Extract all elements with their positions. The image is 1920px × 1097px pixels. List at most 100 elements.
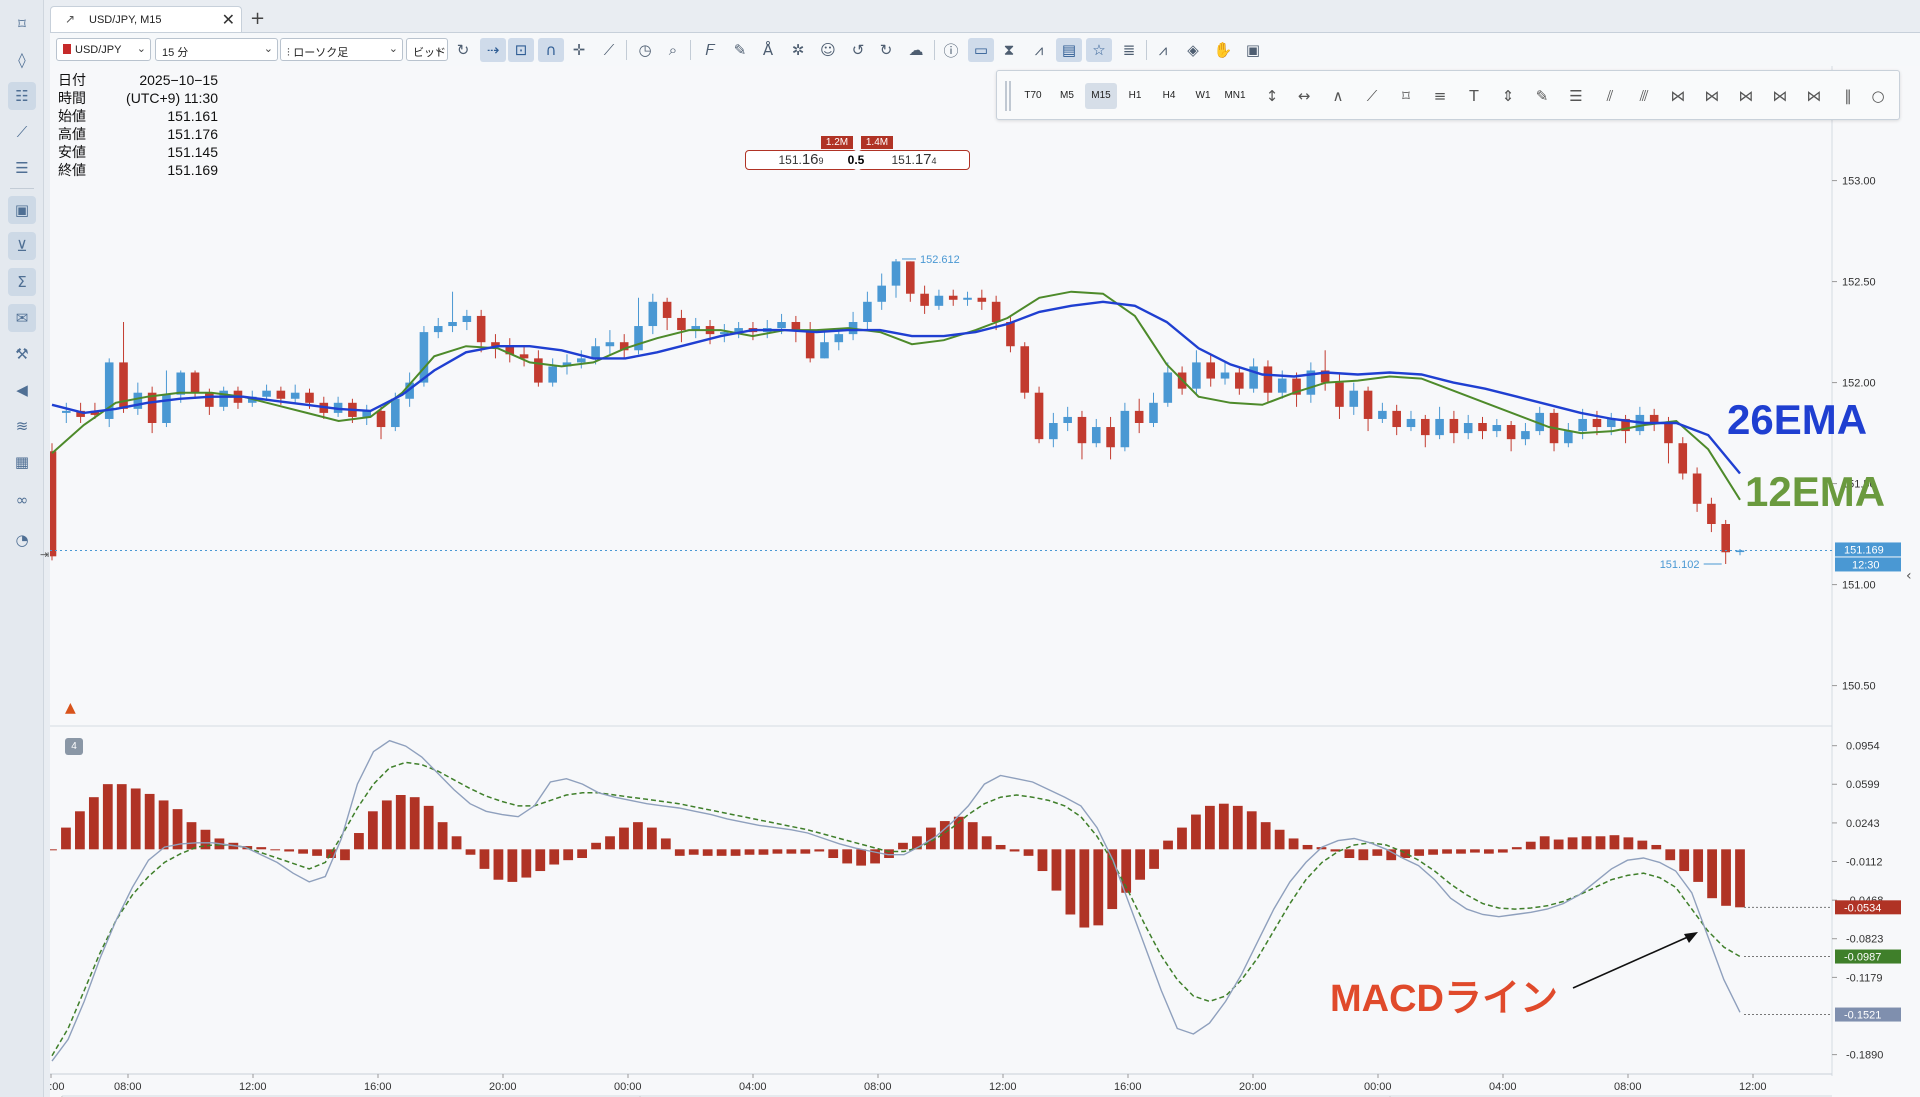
cloud-delete-icon[interactable]: ☁ (908, 41, 924, 59)
chart-area[interactable]: 153.00 152.50 152.00 151.50 151.00 150.50 151.… (50, 66, 1920, 1097)
candle-body (906, 261, 915, 294)
star-icon[interactable]: ☆ (1086, 38, 1112, 62)
vertical-fit-icon[interactable]: ⇕ (1501, 87, 1515, 105)
liquidity-icon[interactable]: ◊ (18, 51, 26, 69)
compass-icon[interactable]: Å (762, 41, 774, 59)
macd-histogram-bar (326, 849, 336, 859)
time-tick-label: 12:00 (239, 1081, 267, 1093)
undo-icon[interactable]: ↺ (851, 41, 865, 59)
lock-icon[interactable]: ⊡ (508, 38, 534, 62)
face-icon[interactable]: ☺ (820, 41, 836, 59)
save-icon[interactable]: ▣ (1245, 41, 1261, 59)
timeframe-mn1[interactable]: MN1 (1224, 90, 1246, 101)
close-icon[interactable]: ✕ (221, 10, 235, 29)
time-tick-label: 08:00 (1614, 1081, 1642, 1093)
feed-icon[interactable]: ≋ (15, 417, 29, 435)
timeframe-t70[interactable]: T70 (1024, 90, 1042, 101)
indicator-fx-icon[interactable]: 𝐹 (705, 41, 715, 59)
ordered-list-icon[interactable]: ☰ (15, 159, 29, 177)
mail-icon[interactable]: ✉ (8, 304, 36, 332)
line-icon[interactable]: ⟋ (1366, 87, 1378, 105)
align-icon[interactable]: ≡ (1433, 87, 1447, 105)
zigzag-icon[interactable]: ⋈ (1670, 87, 1686, 105)
left-sidebar: ⌑ ◊ ☷ ⟋ ☰ ▣ ⊻ Σ ✉ ⚒ ◀ ≋ ▦ ∞ ◔ (0, 0, 44, 1097)
sidebar-divider (10, 188, 34, 189)
expand-sidebar-icon[interactable]: ⇥ (40, 548, 50, 561)
pen-icon[interactable]: ✎ (733, 41, 747, 59)
zigzag4-icon[interactable]: ⋈ (1772, 87, 1788, 105)
parallel-lines-icon[interactable]: ∥ (1844, 87, 1852, 105)
scroll-right-icon[interactable]: ⇢ (480, 38, 506, 62)
bookmark-icon[interactable]: ⌑ (18, 15, 26, 33)
timeframe-h4[interactable]: H4 (1162, 90, 1176, 101)
zigzag2-icon[interactable]: ⋈ (1704, 87, 1720, 105)
timeframe-w1[interactable]: W1 (1195, 90, 1211, 101)
candle-body (1678, 443, 1688, 474)
speaker-icon[interactable]: ◀ (16, 381, 28, 399)
timeframe-m5[interactable]: M5 (1060, 90, 1074, 101)
sell-button[interactable]: 151.169 (745, 150, 857, 170)
price-chart[interactable]: 153.00 152.50 152.00 151.50 151.00 150.50 151.… (50, 66, 1920, 1097)
warning-icon[interactable]: ▲ (65, 700, 76, 716)
text-icon[interactable]: T (1469, 87, 1479, 105)
candle-body (1521, 431, 1530, 440)
zigzag5-icon[interactable]: ⋈ (1806, 87, 1822, 105)
buy-button[interactable]: 151.174 (858, 150, 970, 170)
angle-icon[interactable]: ∧ (1332, 87, 1344, 105)
collapse-right-icon[interactable]: ‹ (1906, 568, 1912, 584)
ruler-icon[interactable]: ⟋ (603, 41, 615, 59)
price-side-select[interactable]: ビッド ⌄ (406, 38, 448, 61)
redo-icon[interactable]: ↻ (879, 41, 893, 59)
refresh-icon[interactable]: ↻ (456, 41, 470, 59)
gauge-icon[interactable]: ◔ (15, 531, 29, 549)
timeframe-h1[interactable]: H1 (1128, 90, 1142, 101)
layers-icon[interactable]: ◈ (1187, 41, 1199, 59)
zoom-icon[interactable]: ⌕ (668, 41, 678, 59)
compare-icon[interactable]: ▭ (968, 38, 994, 62)
trend-line-icon[interactable]: ⟋ (16, 123, 28, 141)
horizontal-resize-icon[interactable]: ↔ (1297, 87, 1311, 105)
pattern-icon[interactable]: ✲ (791, 41, 805, 59)
timeframe-select[interactable]: 15 分 ⌄ (155, 38, 278, 61)
hand-icon[interactable]: ✋ (1213, 41, 1233, 59)
macd-histogram-bar (856, 849, 867, 866)
macd-histogram-bar (898, 842, 908, 850)
chart-type-select[interactable]: ⫶ ローソク足 ⌄ (280, 38, 403, 61)
hourglass-icon[interactable]: ⧗ (1003, 41, 1015, 59)
pencil-icon[interactable]: ✎ (1535, 87, 1549, 105)
info-icon[interactable]: ⓘ (943, 41, 959, 60)
calendar-icon[interactable]: ▤ (1056, 38, 1082, 62)
circle-icon[interactable]: ○ (1871, 87, 1885, 105)
horizontal-lines-icon[interactable]: ☰ (1569, 87, 1583, 105)
candle-body (1306, 370, 1316, 395)
wave-icon[interactable]: ⩘ (1034, 41, 1044, 59)
low-price-label: 151.102 (1660, 559, 1700, 571)
zigzag3-icon[interactable]: ⋈ (1738, 87, 1754, 105)
macd-histogram-bar (814, 849, 825, 852)
cart-icon[interactable]: ⊻ (8, 232, 36, 260)
add-tab-button[interactable]: + (250, 8, 266, 29)
vertical-resize-icon[interactable]: ↕ (1265, 87, 1279, 105)
tab-usdjpy[interactable]: ↗ USD/JPY, M15 ✕ (50, 6, 242, 32)
link-icon[interactable]: ∞ (15, 491, 29, 509)
timeframe-m15[interactable]: M15 (1085, 83, 1117, 109)
briefcase-icon[interactable]: ▣ (8, 196, 36, 224)
channel-icon[interactable]: ⫻ (1639, 87, 1649, 105)
clock-icon[interactable]: ◷ (638, 41, 652, 59)
macd-tick-label: 0.0599 (1846, 779, 1880, 791)
drag-handle[interactable] (1005, 81, 1011, 111)
cross-line-icon[interactable]: ⫽ (1606, 87, 1614, 105)
crop-icon[interactable]: ⌑ (1402, 87, 1410, 105)
chart-line-icon[interactable]: ⩘ (1158, 41, 1168, 59)
candle-body (1134, 410, 1144, 423)
tools-icon[interactable]: ⚒ (15, 345, 29, 363)
symbol-select[interactable]: USD/JPY ⌄ (56, 38, 151, 61)
crosshair-icon[interactable]: ✛ (572, 41, 586, 59)
hierarchy-icon[interactable]: ☷ (8, 82, 36, 110)
macd-histogram-bar (1470, 849, 1480, 853)
calendar-grid-icon[interactable]: ▦ (14, 453, 30, 471)
macd-histogram-bar (1721, 849, 1731, 906)
magnet-icon[interactable]: ∩ (538, 38, 564, 62)
sigma-icon[interactable]: Σ (8, 268, 36, 296)
list-icon[interactable]: ≣ (1122, 41, 1136, 59)
